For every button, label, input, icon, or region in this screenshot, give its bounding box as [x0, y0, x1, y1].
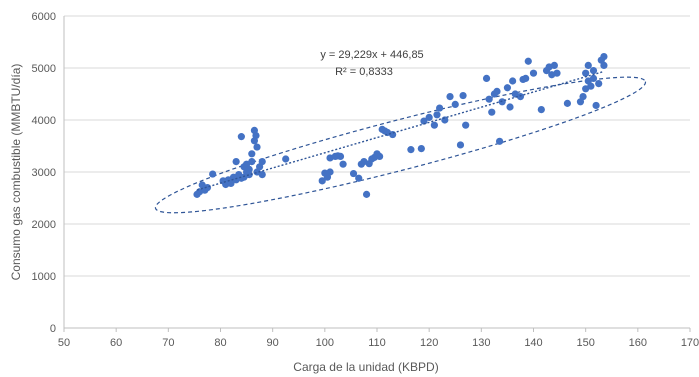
data-point	[237, 133, 245, 141]
x-tick-label: 60	[110, 337, 122, 349]
x-tick-label: 170	[681, 337, 699, 349]
data-point	[407, 146, 415, 154]
data-point	[339, 160, 347, 168]
y-tick-label: 3000	[32, 167, 56, 179]
data-point	[462, 121, 470, 129]
data-point	[282, 155, 290, 163]
data-point	[522, 74, 530, 82]
data-point	[589, 74, 598, 82]
data-point	[245, 165, 253, 173]
data-point	[248, 158, 256, 166]
data-point	[252, 132, 260, 140]
data-point	[582, 69, 590, 77]
data-point	[516, 93, 525, 101]
y-tick-label: 0	[50, 323, 56, 335]
data-point	[362, 190, 371, 198]
data-point	[456, 141, 465, 149]
data-point	[524, 57, 532, 65]
axes	[63, 16, 691, 332]
x-tick-label: 110	[368, 337, 386, 349]
x-tick-label: 100	[316, 337, 334, 349]
x-tick-label: 160	[629, 337, 647, 349]
data-point	[495, 137, 504, 145]
data-point	[488, 108, 496, 116]
data-point	[592, 101, 600, 110]
data-point	[506, 103, 514, 111]
data-point	[232, 158, 240, 166]
data-point	[420, 117, 428, 125]
trendline-equation: y = 29,229x + 446,85	[320, 49, 423, 61]
data-point	[587, 82, 595, 90]
data-point	[595, 80, 603, 88]
data-point	[430, 121, 438, 129]
data-point	[227, 179, 235, 188]
y-tick-label: 5000	[32, 63, 56, 75]
data-point	[253, 143, 261, 151]
y-tick-label: 4000	[32, 115, 56, 127]
data-point	[589, 67, 598, 75]
y-tick-label: 6000	[32, 11, 56, 23]
data-point	[433, 111, 441, 119]
data-points	[193, 52, 608, 198]
data-point	[258, 158, 266, 166]
data-point	[436, 104, 444, 112]
data-point	[425, 113, 433, 121]
x-axis-title: Carga de la unidad (KBPD)	[293, 360, 438, 374]
data-point	[537, 106, 545, 114]
annotation-ellipse	[154, 76, 647, 214]
data-point	[451, 100, 459, 108]
x-tick-label: 130	[472, 337, 490, 349]
data-point	[482, 74, 491, 82]
y-tick-labels: 0 1000 2000 3000 4000 5000 6000	[32, 11, 56, 335]
annotation-ellipse-layer	[154, 76, 647, 214]
x-tick-label: 150	[576, 337, 594, 349]
data-point	[509, 77, 517, 85]
trendline-layer	[196, 70, 605, 191]
y-tick-label: 2000	[32, 219, 56, 231]
trendline	[196, 70, 605, 191]
gridlines	[64, 15, 690, 277]
x-tick-label: 50	[58, 337, 70, 349]
x-tick-label: 120	[420, 337, 438, 349]
data-point	[553, 69, 561, 77]
data-point	[446, 93, 454, 101]
data-point	[503, 84, 512, 92]
data-point	[326, 168, 334, 176]
data-point	[493, 87, 501, 95]
x-tick-label: 70	[162, 337, 174, 349]
data-point	[376, 152, 384, 160]
data-point	[459, 91, 467, 100]
data-point	[579, 93, 587, 101]
x-tick-label: 80	[214, 337, 226, 349]
data-point	[209, 170, 217, 178]
y-tick-label: 1000	[32, 271, 56, 283]
data-point	[318, 177, 326, 185]
data-point	[258, 171, 266, 179]
y-axis-title: Consumo gas combustible (MMBTU/día)	[9, 64, 23, 281]
data-point	[355, 174, 363, 182]
x-tick-label: 90	[267, 337, 279, 349]
data-point	[336, 152, 345, 160]
r-squared-label: R² = 0,8333	[335, 66, 393, 78]
x-tick-label: 140	[524, 337, 542, 349]
data-point	[600, 52, 608, 61]
data-point	[563, 99, 572, 107]
data-point	[485, 95, 493, 103]
x-tick-labels: 50 60 70 80 90 100 110 120 130 140 150 160 170	[58, 337, 699, 349]
data-point	[550, 61, 558, 69]
data-point	[245, 171, 253, 179]
data-point	[349, 169, 358, 178]
data-point	[389, 130, 397, 139]
data-point	[600, 61, 608, 69]
data-point	[529, 69, 538, 77]
data-point	[248, 150, 256, 158]
data-point	[417, 145, 425, 153]
data-point	[584, 61, 592, 69]
